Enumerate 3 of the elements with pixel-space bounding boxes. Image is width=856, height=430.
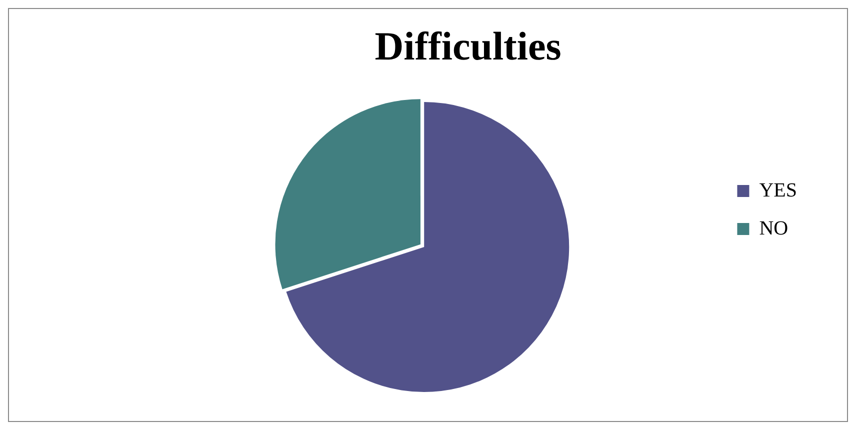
chart-title: Difficulties [374,23,562,68]
legend-label: NO [759,217,788,240]
legend-label: YES [759,179,798,202]
